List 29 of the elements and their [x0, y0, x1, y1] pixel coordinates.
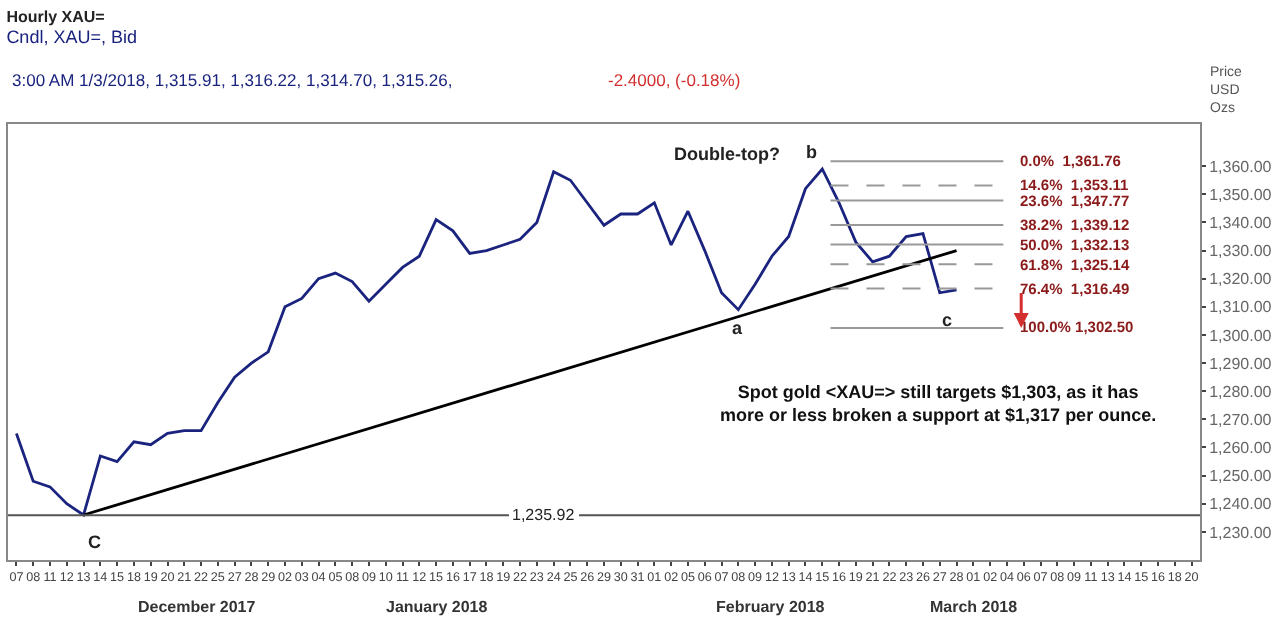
annotation: a	[732, 318, 744, 338]
chart-subtitle: Cndl, XAU=, Bid	[6, 27, 137, 48]
annotation: c	[942, 310, 953, 330]
text: 3:00 AM 1/3/2018, 1,315.91, 1,316.22, 1,314.70, 1,315.26,	[12, 70, 453, 90]
annotation: Double-top?	[674, 144, 780, 164]
y-tick-label: 1,290.00	[1209, 354, 1273, 373]
y-tick-label: 1,350.00	[1209, 185, 1273, 204]
text: January 2018	[386, 598, 489, 616]
text: December 2017	[138, 598, 257, 616]
text: March 2018	[930, 598, 1019, 616]
annotation: b	[806, 142, 818, 162]
y-tick-label: 1,340.00	[1209, 214, 1273, 233]
y-tick-label: 1,270.00	[1209, 410, 1273, 429]
y-tick-label: 1,230.00	[1209, 523, 1273, 542]
annotation: C	[88, 532, 102, 552]
y-tick-label: 1,260.00	[1209, 439, 1273, 458]
y-tick-label: 1,310.00	[1209, 298, 1273, 317]
y-tick-label: 1,250.00	[1209, 467, 1273, 486]
y-tick-label: 1,360.00	[1209, 157, 1273, 176]
y-tick-label: 1,280.00	[1209, 382, 1273, 401]
y-tick-label: 1,240.00	[1209, 495, 1273, 514]
y-tick-label: 1,330.00	[1209, 242, 1273, 261]
text: -2.4000, (-0.18%)	[608, 70, 741, 90]
annotation: Spot gold <XAU=> still targets $1,303, as it has more or less broken a support at $1,317 per ounce.	[720, 382, 1157, 426]
y-tick-label: 1,320.00	[1209, 270, 1273, 289]
y-tick-label: 1,300.00	[1209, 326, 1273, 345]
chart-title: Hourly XAU=	[6, 8, 106, 27]
ref-line-label: 1,235.92	[512, 506, 576, 524]
text: February 2018	[716, 598, 826, 616]
